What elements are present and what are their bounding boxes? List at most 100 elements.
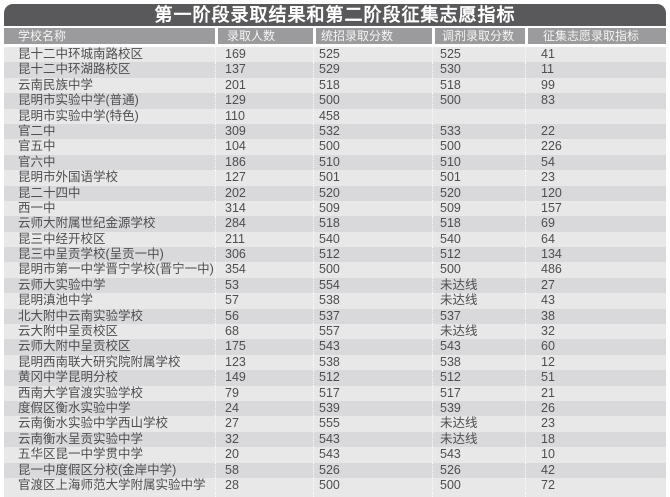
- value-cell: 201: [215, 77, 313, 94]
- value-cell: 354: [215, 262, 313, 278]
- value-cell: 539: [432, 400, 525, 417]
- value-cell: 512: [432, 370, 525, 386]
- value-cell: 543: [313, 431, 432, 448]
- school-name-cell: 昆十二中环城南路校区: [4, 47, 215, 63]
- school-name-cell: 昆明市实验中学(特色): [4, 108, 215, 124]
- value-cell: 26: [525, 400, 666, 417]
- school-name-cell: 昆明滇池中学: [4, 293, 215, 309]
- value-cell: 未达线: [432, 416, 525, 432]
- value-cell: 43: [525, 293, 666, 309]
- value-cell: 27: [215, 416, 313, 432]
- table-row: 黄冈中学昆明分校 149 512 512 51: [4, 370, 666, 386]
- value-cell: 24: [215, 400, 313, 417]
- value-cell: 543: [432, 447, 525, 463]
- value-cell: 23: [525, 416, 666, 432]
- value-cell: 530: [432, 62, 525, 78]
- value-cell: 306: [215, 247, 313, 263]
- page-title: 第一阶段录取结果和第二阶段征集志愿指标: [154, 5, 516, 25]
- value-cell: 157: [525, 200, 666, 217]
- table-row: 官五中 104 500 500 226: [4, 139, 666, 155]
- table-row: 昆十二中环湖路校区 137 529 530 11: [4, 62, 666, 78]
- value-cell: 211: [215, 231, 313, 248]
- school-name-cell: 官六中: [4, 154, 215, 171]
- value-cell: 518: [432, 77, 525, 94]
- school-name-cell: 五华区昆一中学贯中学: [4, 447, 215, 463]
- table-row: 云南衡水呈贡实验中学 32 543 未达线 18: [4, 431, 666, 448]
- school-name-cell: 北大附中云南实验学校: [4, 308, 215, 325]
- value-cell: 500: [432, 139, 525, 155]
- school-name-cell: 昆十二中环湖路校区: [4, 62, 215, 78]
- table-row: 昆十二中环城南路校区 169 525 525 41: [4, 47, 666, 63]
- school-name-cell: 云师大实验中学: [4, 277, 215, 294]
- table-row: 云师大附中呈贡校区 175 543 543 60: [4, 339, 666, 355]
- value-cell: 202: [215, 185, 313, 201]
- value-cell: 543: [313, 447, 432, 463]
- value-cell: 500: [432, 477, 525, 494]
- table-header-row: 学校名称 录取人数 统招录取分数 调剂录取分数 征集志愿录取指标: [4, 28, 666, 44]
- value-cell: 540: [432, 231, 525, 248]
- school-name-cell: 西南大学官渡实验学校: [4, 385, 215, 401]
- value-cell: [525, 108, 666, 124]
- table-row: 官六中 186 510 510 54: [4, 154, 666, 171]
- column-header-general-score: 统招录取分数: [313, 28, 432, 44]
- value-cell: 510: [313, 154, 432, 171]
- value-cell: 72: [525, 477, 666, 494]
- value-cell: 未达线: [432, 293, 525, 309]
- table-row: 度假区衡水实验中学 24 539 539 26: [4, 400, 666, 417]
- value-cell: 51: [525, 370, 666, 386]
- value-cell: 539: [313, 400, 432, 417]
- value-cell: 58: [215, 462, 313, 478]
- value-cell: 12: [525, 354, 666, 371]
- value-cell: 149: [215, 370, 313, 386]
- value-cell: 27: [525, 277, 666, 294]
- value-cell: 137: [215, 62, 313, 78]
- school-name-cell: 官渡区上海师范大学附属实验中学: [4, 477, 215, 494]
- school-name-cell: 昆明西南联大研究院附属学校: [4, 354, 215, 371]
- value-cell: 79: [215, 385, 313, 401]
- value-cell: 537: [432, 308, 525, 325]
- value-cell: 11: [525, 62, 666, 78]
- value-cell: 134: [525, 247, 666, 263]
- value-cell: 175: [215, 339, 313, 355]
- value-cell: 529: [313, 62, 432, 78]
- value-cell: 99: [525, 77, 666, 94]
- school-name-cell: 度假区衡水实验中学: [4, 400, 215, 417]
- value-cell: 512: [432, 247, 525, 263]
- school-name-cell: 昆三中呈贡学校(呈贡一中): [4, 247, 215, 263]
- school-name-cell: 云南衡水实验中学西山学校: [4, 416, 215, 432]
- value-cell: 525: [432, 47, 525, 63]
- table-body: 昆十二中环城南路校区 169 525 525 41 昆十二中环湖路校区 137 529 530 1…: [4, 47, 666, 494]
- value-cell: 520: [432, 185, 525, 201]
- value-cell: 526: [432, 462, 525, 478]
- column-header-school-name: 学校名称: [4, 28, 215, 44]
- value-cell: 169: [215, 47, 313, 63]
- table-row: 五华区昆一中学贯中学 20 543 543 10: [4, 447, 666, 463]
- value-cell: 309: [215, 123, 313, 140]
- school-name-cell: 昆明市外国语学校: [4, 170, 215, 186]
- value-cell: 226: [525, 139, 666, 155]
- school-name-cell: 官二中: [4, 123, 215, 140]
- value-cell: 28: [215, 477, 313, 494]
- value-cell: 18: [525, 431, 666, 448]
- value-cell: 53: [215, 277, 313, 294]
- table-row: 云南衡水实验中学西山学校 27 555 未达线 23: [4, 416, 666, 432]
- value-cell: 538: [313, 354, 432, 371]
- value-cell: 54: [525, 154, 666, 171]
- value-cell: 83: [525, 93, 666, 109]
- value-cell: 543: [432, 339, 525, 355]
- value-cell: 500: [432, 93, 525, 109]
- table-container: 第一阶段录取结果和第二阶段征集志愿指标 学校名称 录取人数 统招录取分数 调剂录…: [4, 4, 666, 497]
- value-cell: 532: [313, 123, 432, 140]
- school-name-cell: 云大附中呈贡校区: [4, 324, 215, 340]
- table-row: 昆一中度假区分校(金岸中学) 58 526 526 42: [4, 462, 666, 478]
- table-row: 昆明市实验中学(普通) 129 500 500 83: [4, 93, 666, 109]
- value-cell: 518: [313, 77, 432, 94]
- school-name-cell: 黄冈中学昆明分校: [4, 370, 215, 386]
- school-name-cell: 昆三中经开校区: [4, 231, 215, 248]
- value-cell: 284: [215, 216, 313, 232]
- value-cell: 129: [215, 93, 313, 109]
- table-row: 云南民族中学 201 518 518 99: [4, 77, 666, 94]
- value-cell: 518: [313, 216, 432, 232]
- value-cell: 未达线: [432, 324, 525, 340]
- value-cell: 120: [525, 185, 666, 201]
